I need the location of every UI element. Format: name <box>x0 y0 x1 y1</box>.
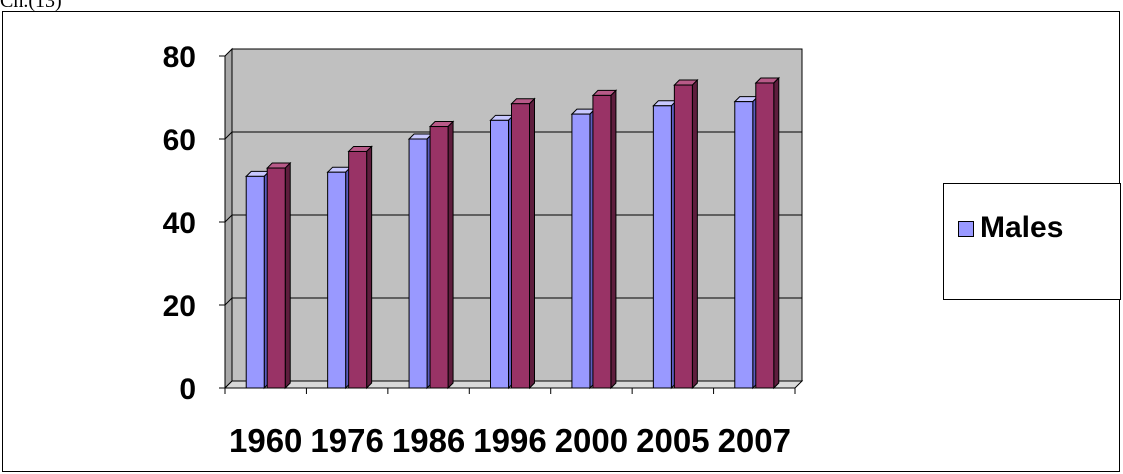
legend: Males <box>943 183 1121 300</box>
y-tick-label: 80 <box>163 41 196 74</box>
bar-series-2-1976 <box>348 150 368 389</box>
legend-label-males: Males <box>980 211 1064 244</box>
x-tick-label: 2005 <box>636 422 709 459</box>
y-axis-ticks: 0 20 40 60 80 <box>163 41 225 406</box>
page-caption: Ch.(13) <box>0 0 62 12</box>
bar-series-1-1976 <box>327 171 347 389</box>
x-tick-label: 2007 <box>718 422 791 459</box>
bar-side-series-2-1976 <box>366 145 373 390</box>
bar-series-1-2000 <box>571 113 591 389</box>
x-tick-label: 1976 <box>310 422 383 459</box>
bar-series-2-1960 <box>266 167 286 389</box>
x-axis-ticks: 1960 1976 1986 1996 2000 2005 2007 <box>224 388 796 459</box>
y-tick-label: 20 <box>163 290 196 323</box>
bar-side-series-2-1960 <box>284 161 291 390</box>
bar-series-2-2005 <box>673 84 693 389</box>
bar-side-series-2-2000 <box>610 89 617 390</box>
x-tick-label: 2000 <box>555 422 628 459</box>
bar-series-2-2000 <box>592 94 612 389</box>
gridline-side <box>224 131 233 140</box>
bar-series-1-2007 <box>734 101 754 389</box>
y-tick-label: 60 <box>163 124 196 157</box>
x-tick-label: 1996 <box>473 422 546 459</box>
bar-series-1-2005 <box>652 105 672 389</box>
bar-series-2-1986 <box>429 126 449 389</box>
gridline-side <box>224 297 233 306</box>
y-tick-label: 40 <box>163 207 196 240</box>
bar-side-series-2-2007 <box>773 76 780 390</box>
legend-swatch-males <box>958 221 974 237</box>
bar-side-series-2-2005 <box>691 78 698 390</box>
bar-side-series-2-1996 <box>529 97 535 390</box>
bar-series-1-1996 <box>490 119 509 389</box>
bars <box>245 76 780 390</box>
bar-series-2-2007 <box>755 82 775 389</box>
bar-series-1-1986 <box>408 138 428 389</box>
bar-series-2-1996 <box>511 103 530 389</box>
bar-side-series-2-1986 <box>447 120 454 390</box>
gridline-side <box>224 214 233 223</box>
x-tick-label: 1986 <box>392 422 465 459</box>
bar-series-1-1960 <box>245 175 265 389</box>
y-tick-label: 0 <box>179 373 196 406</box>
x-tick-label: 1960 <box>229 422 302 459</box>
